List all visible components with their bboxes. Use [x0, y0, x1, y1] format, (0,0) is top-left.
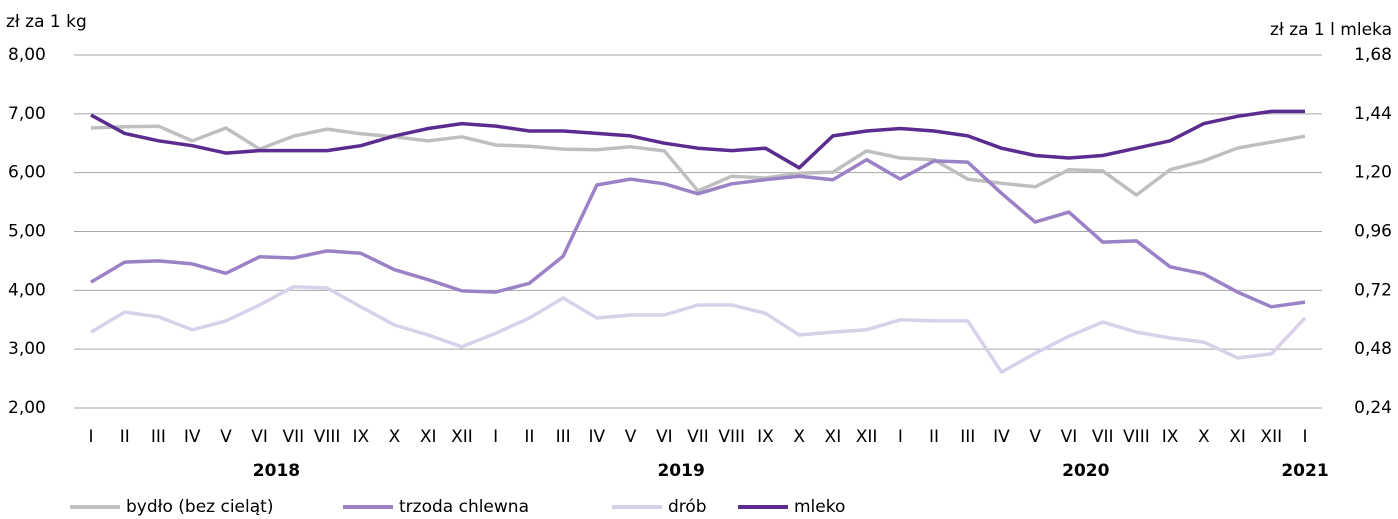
x-tick-label: I: [898, 427, 903, 447]
x-tick-label: XII: [451, 427, 473, 447]
x-tick-label: VII: [282, 427, 304, 447]
x-tick-label: IV: [993, 427, 1010, 447]
x-tick-label: V: [625, 427, 637, 447]
x-tick-label: II: [929, 427, 939, 447]
y2-tick-label: 0,96: [1354, 222, 1392, 242]
series-line: [90, 285, 1307, 374]
y-tick-label: 6,00: [8, 163, 46, 183]
series-line: [90, 124, 1306, 197]
y2-tick-label: 1,20: [1354, 163, 1392, 183]
y2-tick-label: 1,68: [1354, 45, 1392, 65]
year-label: 2020: [1062, 461, 1109, 481]
x-tick-label: IX: [757, 427, 774, 447]
year-label: 2021: [1281, 461, 1328, 481]
x-tick-label: X: [389, 427, 401, 447]
x-tick-label: VII: [1092, 427, 1114, 447]
year-label: 2018: [253, 461, 300, 481]
y-tick-label: 4,00: [8, 280, 46, 300]
year-label: 2019: [657, 461, 704, 481]
x-tick-label: III: [151, 427, 166, 447]
x-tick-label: XI: [1229, 427, 1246, 447]
y2-tick-label: 0,72: [1354, 280, 1392, 300]
x-tick-label: XI: [825, 427, 842, 447]
x-tick-label: IX: [1162, 427, 1179, 447]
x-tick-label: XII: [1260, 427, 1282, 447]
x-tick-label: I: [1302, 427, 1307, 447]
series-line: [90, 109, 1305, 170]
x-tick-label: III: [960, 427, 975, 447]
x-tick-label: VIII: [1123, 427, 1150, 447]
legend-label: trzoda chlewna: [399, 497, 529, 517]
x-tick-label: IV: [184, 427, 201, 447]
legend-label: drób: [668, 497, 707, 517]
y2-tick-label: 0,24: [1354, 398, 1392, 418]
x-tick-label: V: [220, 427, 232, 447]
y2-tick-label: 0,48: [1354, 339, 1392, 359]
x-tick-label: I: [88, 427, 93, 447]
y-tick-label: 8,00: [8, 45, 46, 65]
y-tick-label: 5,00: [8, 222, 46, 242]
x-tick-label: V: [1029, 427, 1041, 447]
x-tick-label: VIII: [718, 427, 745, 447]
y-axis-label: zł za 1 kg: [6, 12, 87, 32]
x-tick-label: VI: [1061, 427, 1078, 447]
legend-label: bydło (bez cieląt): [126, 497, 273, 517]
x-tick-label: II: [120, 427, 130, 447]
x-tick-label: VII: [687, 427, 709, 447]
x-tick-label: VIII: [314, 427, 341, 447]
x-tick-label: XII: [856, 427, 878, 447]
x-tick-label: X: [793, 427, 805, 447]
x-tick-label: I: [493, 427, 498, 447]
y-tick-label: 3,00: [8, 339, 46, 359]
x-tick-label: II: [524, 427, 534, 447]
x-tick-label: IX: [352, 427, 369, 447]
series-line: [90, 157, 1306, 309]
legend-label: mleko: [794, 497, 845, 517]
x-tick-label: X: [1198, 427, 1210, 447]
x-tick-label: IV: [589, 427, 606, 447]
y-tick-label: 2,00: [8, 398, 46, 418]
x-tick-label: VI: [656, 427, 673, 447]
y-tick-label: 7,00: [8, 104, 46, 124]
x-tick-label: VI: [251, 427, 268, 447]
x-tick-label: XI: [420, 427, 437, 447]
x-tick-label: III: [556, 427, 571, 447]
y2-tick-label: 1,44: [1354, 104, 1392, 124]
y2-axis-label: zł za 1 l mleka: [1270, 20, 1392, 40]
